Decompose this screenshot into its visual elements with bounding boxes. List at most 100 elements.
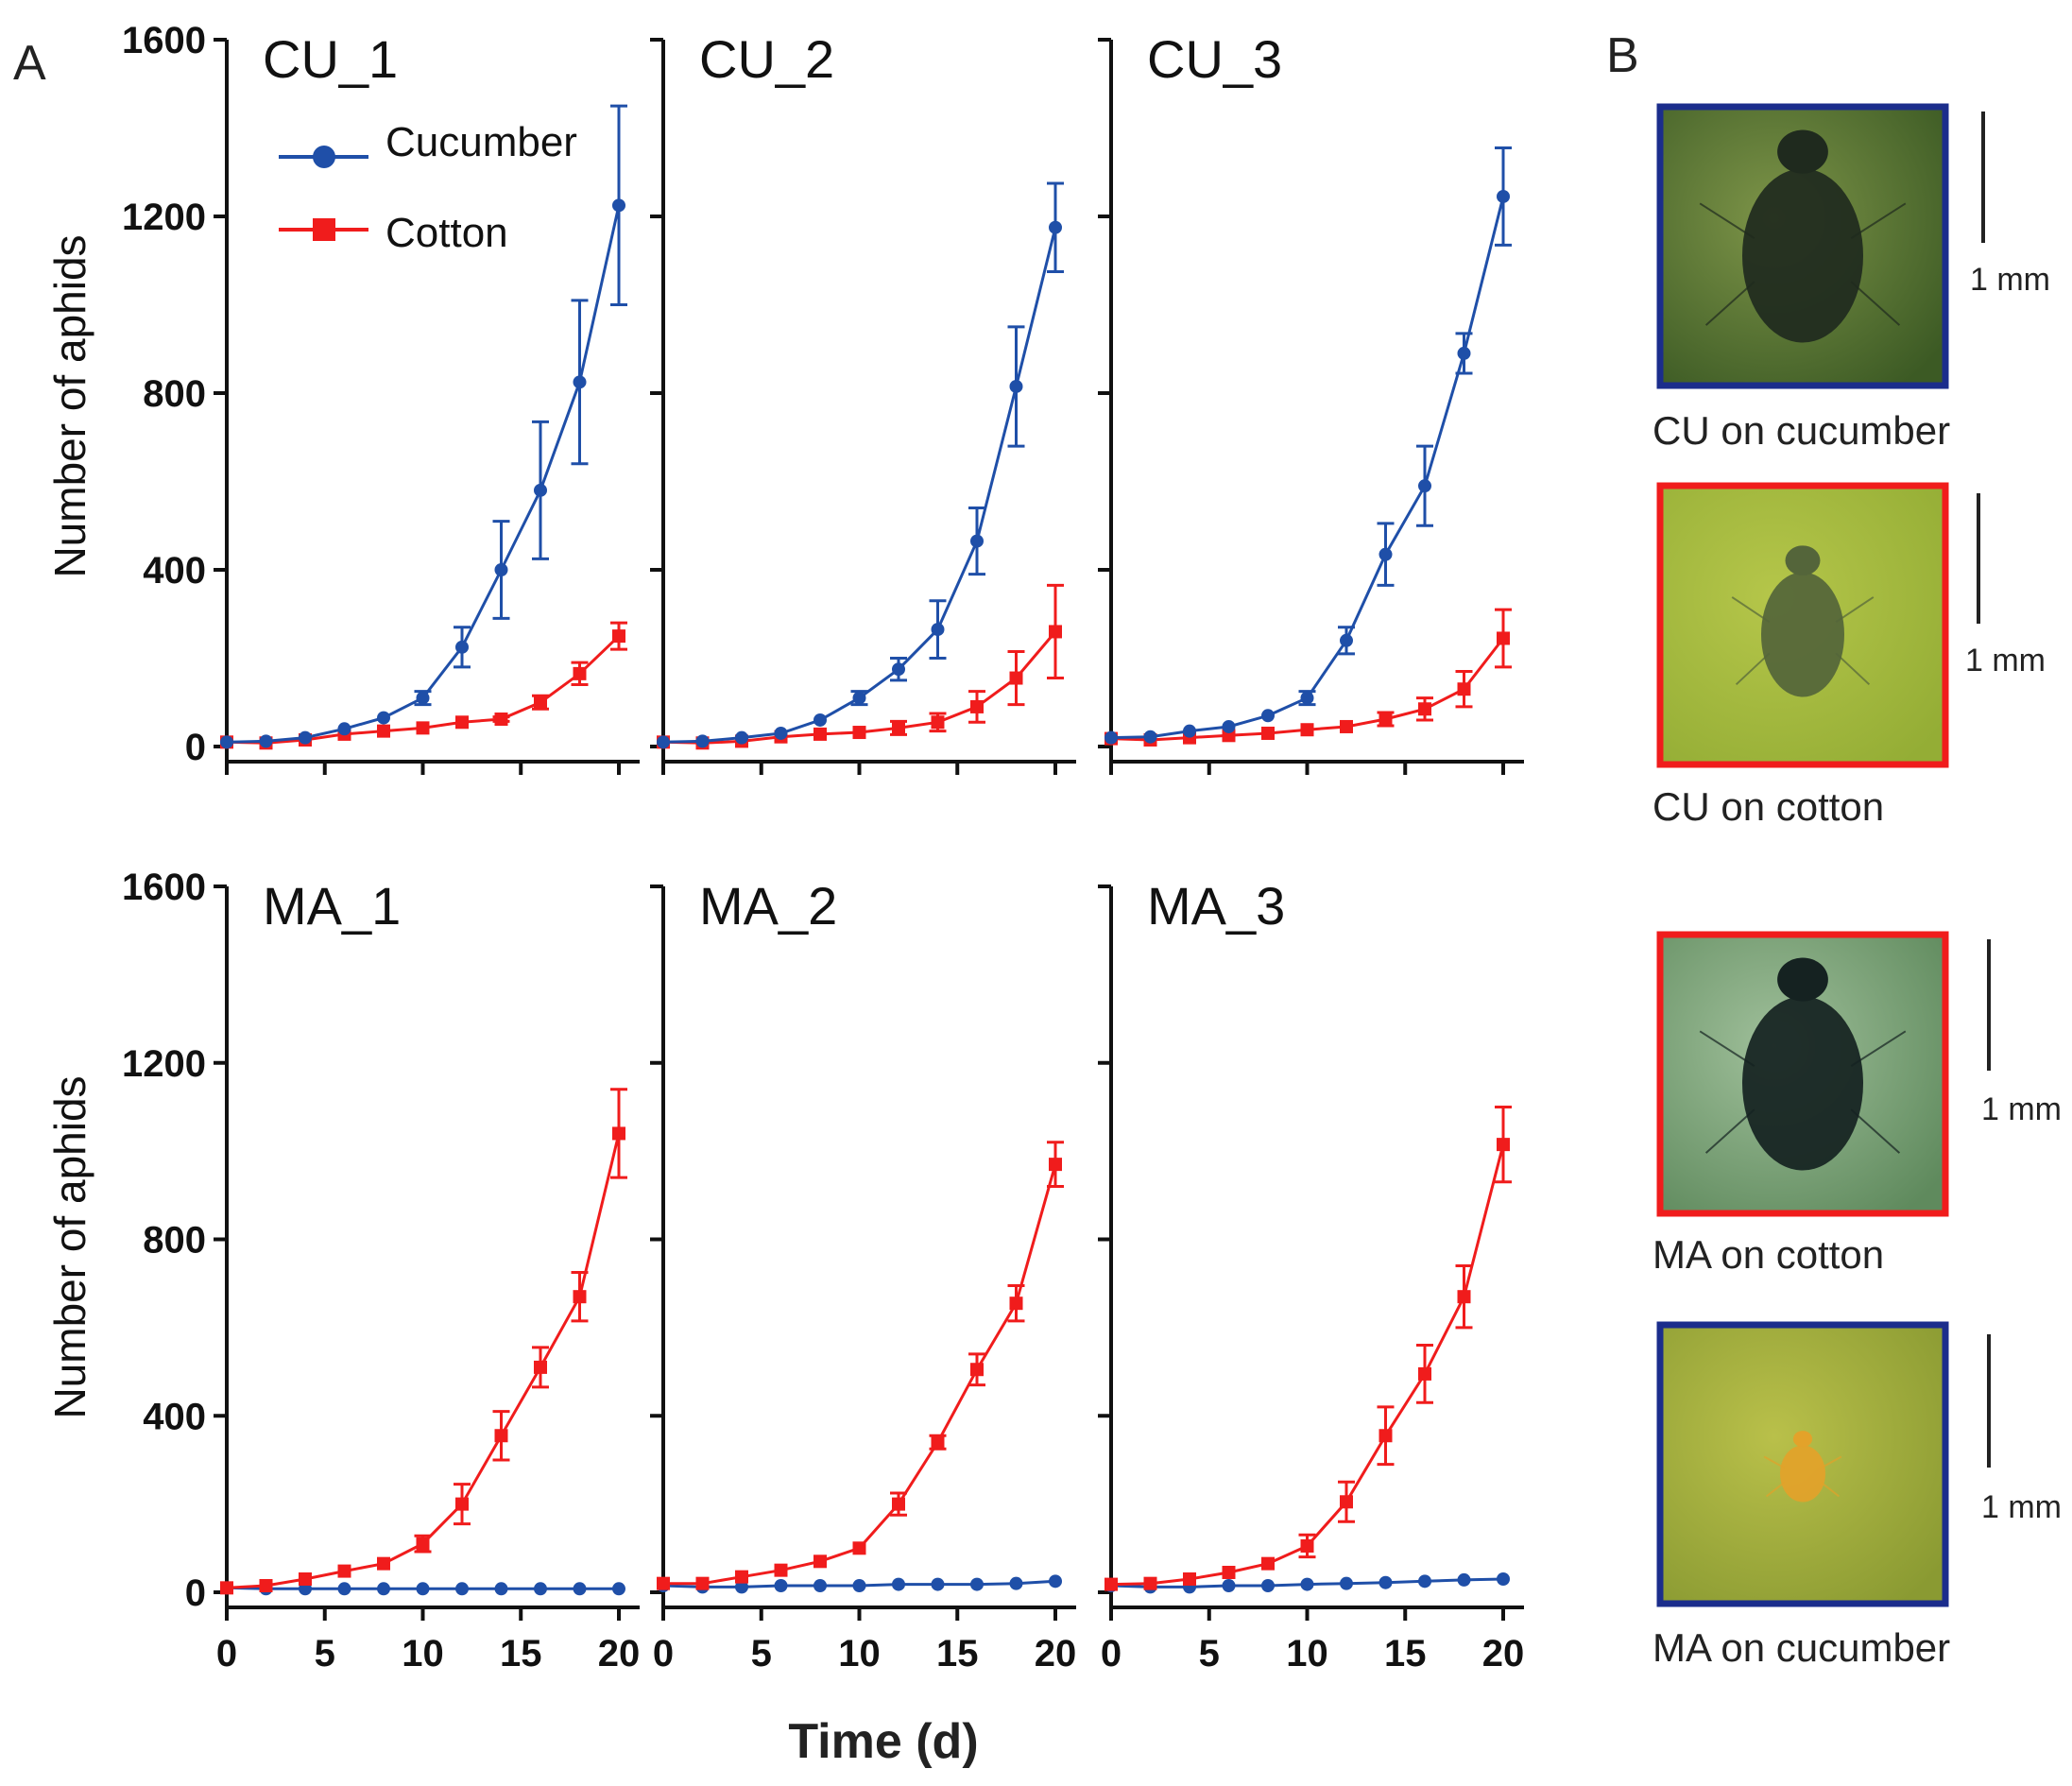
data-point [337,722,351,736]
data-point [1104,730,1118,745]
photo-panel: MA on cotton 1 mm [1652,931,2062,1277]
data-point [1497,1571,1510,1586]
data-point [1104,1577,1118,1591]
photo-frame [1656,103,1949,389]
data-point [299,730,312,745]
data-point [892,721,905,735]
data-point [1300,1577,1314,1591]
y-tick-label: 1600 [122,867,206,908]
aphid-leg [1704,281,1755,326]
x-tick-label: 0 [1101,1633,1122,1674]
aphid-head [1785,545,1821,576]
chart-cu_2: CU_2 [650,29,1076,775]
data-point [970,1363,984,1377]
series-cotton [220,1088,627,1595]
data-point [573,1290,587,1304]
data-point [1049,220,1062,234]
x-tick-label: 15 [1384,1633,1427,1674]
legend-cotton-marker [313,218,335,241]
data-point [970,1577,984,1591]
chart-title: MA_1 [263,876,401,936]
data-point [1261,1578,1275,1592]
aphid-leg [1699,1030,1755,1067]
data-point [695,1576,710,1590]
aphid-head [1777,957,1828,1002]
x-tick-label: 10 [1286,1633,1328,1674]
y-tick-label: 800 [143,1220,206,1262]
data-point [1418,702,1431,716]
scale-label: 1 mm [1981,1489,2062,1525]
photo-panel: CU on cotton 1 mm [1652,482,2046,829]
x-tick-label: 0 [653,1633,674,1674]
data-point [1300,723,1314,737]
legend-cotton-label: Cotton [385,210,508,256]
data-point [1497,631,1510,645]
series-cucumber [657,181,1064,749]
data-point [299,1571,312,1586]
data-point [892,1497,905,1511]
aphid-body [1742,996,1863,1171]
data-point [1497,189,1510,203]
aphid-leg [1850,1108,1901,1154]
data-point [1222,1565,1236,1579]
data-point [377,711,390,725]
data-point [612,629,625,644]
series-cotton [1104,1105,1512,1591]
legend-cucumber-label: Cucumber [385,119,577,165]
data-point [1457,346,1471,360]
data-point [1049,1574,1062,1589]
aphid-leg [1731,596,1771,624]
aphid-leg [1763,1455,1786,1469]
data-point [494,563,508,576]
photo-caption: CU on cucumber [1652,408,1950,453]
series-line [1110,196,1505,740]
data-point [416,1582,430,1596]
data-point [494,713,508,727]
y-axis-label-bottom: Number of aphids [45,1075,94,1418]
chart-ma_2: 0 5 10 15 20 MA_2 [650,876,1076,1674]
chart-ma_3: 0 5 10 15 20 MA_3 [1098,876,1524,1674]
chart-title: CU_1 [263,29,398,89]
data-point [573,1582,587,1596]
data-point [931,715,945,730]
data-point [259,1578,273,1592]
data-point [852,1578,866,1592]
data-point [1497,1138,1510,1152]
series-cucumber [1104,146,1512,745]
y-tick-label: 1600 [122,20,206,61]
photo-panel: CU on cucumber 1 mm [1652,103,2050,453]
series-cotton [657,583,1064,750]
data-point [1222,719,1236,733]
data-point [1378,1429,1393,1443]
chart-ma_1: 0 400 800 1200 1600 0 5 10 15 20 MA_1 [122,867,640,1674]
data-point [1340,719,1353,733]
x-tick-label: 10 [402,1633,444,1674]
series-line [662,227,1057,744]
data-point [852,726,866,740]
data-point [695,734,710,748]
photo-panel: MA on cucumber 1 mm [1652,1321,2062,1670]
series-cucumber [657,1574,1062,1594]
data-point [455,1582,469,1596]
data-point [1049,625,1062,639]
y-tick-label: 1200 [122,197,206,238]
data-point [416,721,430,735]
data-point [1009,671,1023,685]
data-point [774,1563,788,1577]
chart-title: MA_2 [699,876,837,936]
data-point [735,730,748,745]
data-point [657,735,670,749]
photo-caption: MA on cucumber [1652,1625,1950,1670]
data-point [970,699,984,713]
photo-caption: CU on cotton [1652,784,1884,829]
data-point [337,1564,351,1578]
y-tick-label: 0 [185,1572,206,1614]
x-tick-label: 15 [500,1633,542,1674]
data-point [735,1580,748,1594]
data-point [1261,726,1275,740]
data-point [573,375,587,389]
charts-layer: 0 400 800 1200 1600 CU_1 CU_2 CU_3 0 400 800 1200 16… [122,20,1524,1674]
chart-title: CU_2 [699,29,834,89]
aphid-head [1777,129,1828,174]
data-point [774,1578,788,1592]
